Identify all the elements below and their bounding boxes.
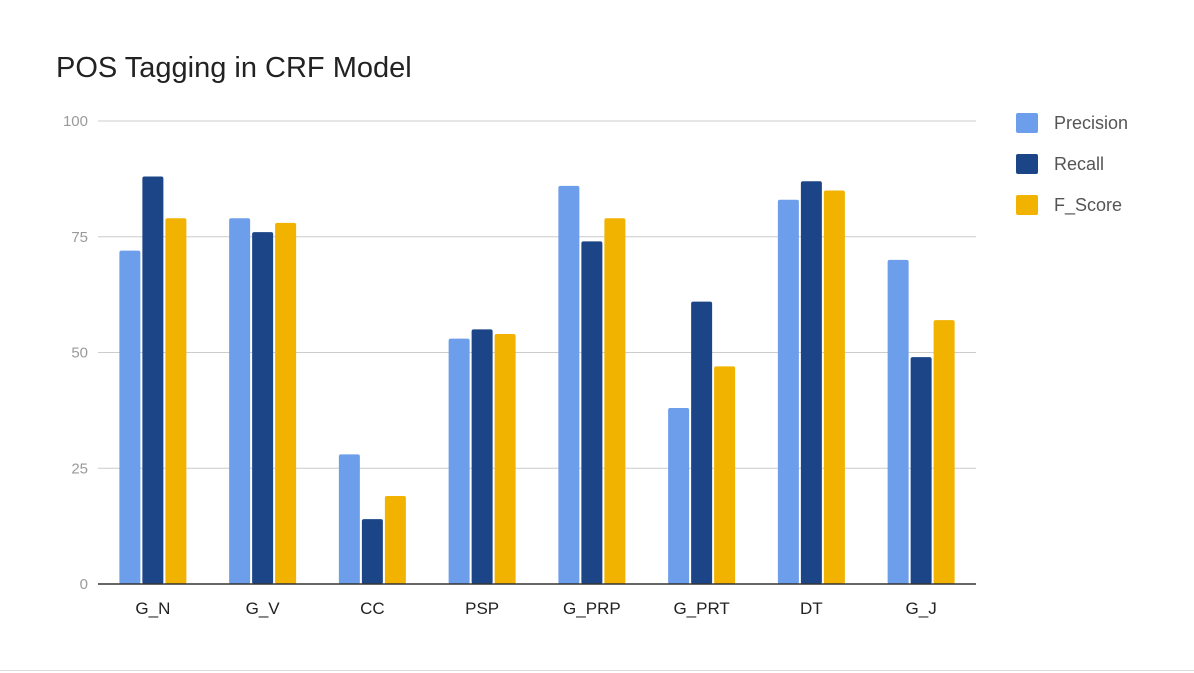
bars [119,176,955,585]
bar-precision-g_j [887,259,909,584]
y-tick-label: 100 [63,113,88,130]
x-tick-label: G_PRT [673,599,729,618]
y-tick-label: 50 [71,345,88,362]
bar-recall-g_j [910,357,932,584]
x-tick-label: G_PRP [563,599,621,618]
x-tick-label: PSP [465,599,499,618]
y-tick-label: 0 [80,576,88,593]
bar-recall-g_prt [691,301,713,584]
bar-recall-g_n [142,176,164,584]
bar-recall-g_v [252,232,274,584]
bar-precision-psp [448,338,470,584]
axes: 0 25 50 75 100 G_N G_V CC PSP G_PRP G_PRT DT G_J [63,113,976,618]
bar-f_score-g_v [275,222,297,585]
legend-swatch-f_score [1016,195,1038,215]
bar-recall-psp [471,329,493,584]
bar-precision-g_n [119,250,141,584]
bar-f_score-cc [384,496,406,584]
bar-f_score-psp [494,333,516,584]
bar-recall-cc [361,519,383,584]
bar-precision-dt [777,199,799,584]
x-tick-label: CC [360,599,385,618]
bar-precision-g_prt [668,408,690,584]
bottom-divider [0,670,1194,671]
bar-precision-g_prp [558,185,580,584]
bar-f_score-dt [823,190,845,584]
bar-precision-g_v [229,218,251,585]
legend-swatch-recall [1016,154,1038,174]
x-tick-label: DT [800,599,823,618]
bar-f_score-g_n [165,218,187,585]
legend-label-recall: Recall [1054,154,1104,174]
legend-label-precision: Precision [1054,113,1128,133]
bar-precision-cc [338,454,360,584]
chart-title: POS Tagging in CRF Model [56,52,412,84]
x-tick-label: G_J [906,599,937,618]
bar-f_score-g_prp [604,218,626,585]
legend: Precision Recall F_Score [1016,113,1128,216]
bar-f_score-g_j [933,320,955,584]
bar-f_score-g_prt [714,366,736,584]
y-tick-label: 75 [71,229,88,246]
legend-label-f_score: F_Score [1054,195,1122,216]
x-tick-label: G_N [135,599,170,618]
bar-recall-g_prp [581,241,603,584]
x-tick-label: G_V [246,599,281,618]
y-tick-label: 25 [71,460,88,477]
bar-recall-dt [800,181,822,584]
legend-swatch-precision [1016,113,1038,133]
